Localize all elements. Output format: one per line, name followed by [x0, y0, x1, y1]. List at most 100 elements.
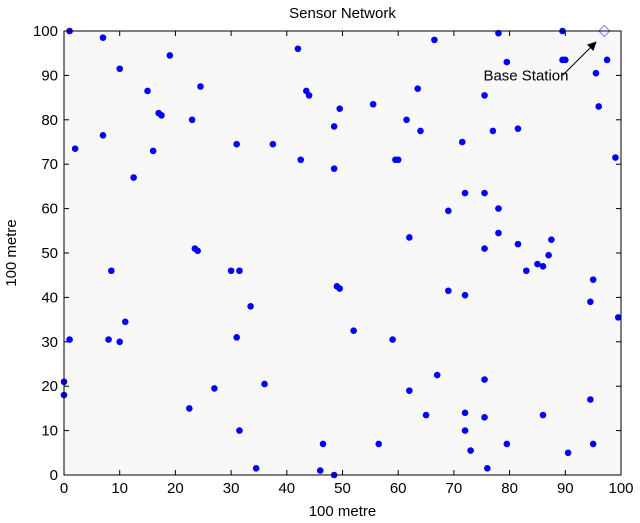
plot-area [64, 31, 621, 475]
sensor-point [269, 140, 277, 148]
sensor-point [422, 411, 430, 419]
sensor-point [330, 165, 338, 172]
sensor-point [99, 132, 107, 139]
sensor-point [389, 336, 396, 343]
sensor-point [481, 189, 488, 197]
y-tick-label: 70 [41, 156, 58, 173]
sensor-point [336, 285, 344, 292]
sensor-point [233, 334, 240, 341]
x-tick-label: 30 [223, 480, 240, 497]
sensor-point [523, 267, 530, 275]
sensor-point [548, 236, 555, 243]
sensor-point [375, 440, 383, 448]
sensor-point [227, 267, 235, 275]
y-tick-label: 10 [41, 423, 58, 440]
sensor-point [461, 291, 469, 299]
sensor-point [589, 440, 597, 448]
sensor-point [121, 318, 129, 326]
sensor-point [403, 116, 410, 124]
sensor-point [431, 36, 438, 44]
sensor-point [71, 145, 79, 152]
sensor-point [236, 427, 243, 434]
sensor-point [467, 447, 474, 454]
sensor-point [589, 276, 597, 283]
y-tick-label: 40 [41, 289, 58, 306]
sensor-point [587, 396, 594, 403]
sensor-point [514, 240, 522, 248]
sensor-point [612, 154, 619, 161]
sensor-point [394, 156, 402, 164]
sensor-point [188, 116, 196, 124]
sensor-point [587, 298, 594, 306]
y-tick-label: 90 [41, 67, 58, 84]
base-station-label: Base Station [483, 67, 568, 84]
x-tick-label: 20 [167, 480, 184, 497]
sensor-point [406, 387, 413, 394]
sensor-point [592, 69, 600, 77]
y-tick-label: 50 [41, 245, 58, 262]
sensor-point [66, 336, 73, 343]
sensor-point [108, 267, 115, 275]
sensor-point [194, 247, 201, 255]
sensor-point [297, 156, 305, 164]
annotation-arrow [562, 41, 597, 76]
sensor-point [247, 302, 254, 310]
base-station-marker [598, 24, 611, 38]
sensor-point [495, 229, 502, 237]
sensor-point [211, 385, 218, 392]
sensor-point [458, 138, 466, 146]
sensor-point [99, 34, 107, 41]
sensor-point [481, 245, 488, 252]
y-tick-label: 60 [41, 201, 58, 218]
sensor-point [406, 234, 413, 241]
sensor-point [562, 56, 569, 64]
sensor-point [514, 125, 522, 132]
x-tick-label: 0 [60, 480, 68, 497]
sensor-point [481, 92, 488, 99]
x-tick-label: 80 [501, 480, 518, 497]
sensor-point [336, 105, 344, 112]
sensor-point [417, 127, 424, 135]
sensor-point [461, 189, 469, 197]
sensor-point [116, 65, 123, 73]
sensor-point [534, 260, 541, 268]
sensor-point [503, 440, 511, 448]
x-tick-label: 10 [111, 480, 128, 497]
x-tick-label: 90 [557, 480, 574, 497]
plot-frame [63, 30, 622, 476]
sensor-point [166, 52, 174, 59]
sensor-point [350, 327, 357, 335]
sensor-point [116, 338, 123, 346]
x-axis-ticks: 0 10 20 30 40 50 60 70 80 90 100 [60, 31, 634, 497]
chart-title: Sensor Network [289, 5, 396, 22]
sensor-point [433, 371, 441, 379]
sensor-point [503, 58, 511, 66]
sensor-point [130, 174, 137, 181]
sensor-point [595, 103, 603, 110]
sensor-point [495, 29, 502, 37]
sensor-point [445, 287, 452, 295]
y-tick-label: 80 [41, 112, 58, 129]
sensor-point [158, 112, 165, 119]
sensor-point [489, 127, 497, 135]
y-tick-label: 20 [41, 378, 58, 395]
sensor-point [316, 467, 324, 474]
x-tick-label: 100 [608, 480, 633, 497]
sensor-point [252, 465, 260, 472]
x-tick-label: 70 [446, 480, 463, 497]
sensor-point [149, 147, 157, 155]
sensor-point [294, 45, 302, 53]
sensor-point [319, 440, 327, 448]
y-tick-label: 100 [33, 23, 58, 40]
x-tick-label: 40 [278, 480, 295, 497]
sensor-point [461, 409, 469, 417]
sensor-point [330, 123, 338, 130]
sensor-point [484, 465, 491, 472]
sensor-point [461, 427, 469, 434]
sensor-point [603, 56, 611, 64]
x-tick-label: 50 [334, 480, 351, 497]
sensor-point [481, 413, 488, 421]
sensor-point [564, 449, 572, 457]
sensor-point [495, 205, 502, 212]
y-tick-label: 30 [41, 334, 58, 351]
